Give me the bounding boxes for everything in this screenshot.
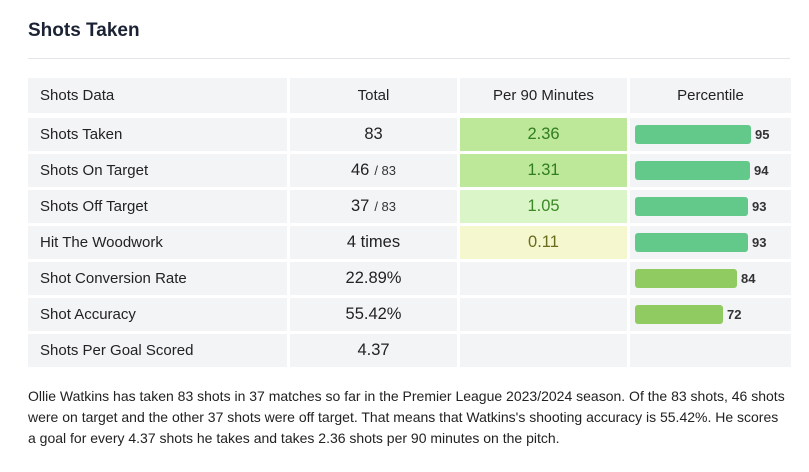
- percentile-value: 93: [752, 235, 767, 250]
- row-total: 83: [290, 118, 457, 151]
- row-total-value: 37: [350, 197, 370, 215]
- row-total-of: / 83: [374, 163, 397, 178]
- table-row: Shot Accuracy 55.42% 72: [28, 298, 791, 331]
- row-label: Shots On Target: [28, 154, 287, 187]
- row-percentile: 84: [630, 262, 791, 295]
- percentile-value: 94: [754, 163, 769, 178]
- row-total-value: 83: [364, 125, 383, 143]
- row-label: Shot Conversion Rate: [28, 262, 287, 295]
- row-total-value: 4 times: [346, 233, 401, 251]
- row-per-90: 2.36: [460, 118, 627, 151]
- table-header-row: Shots Data Total Per 90 Minutes Percenti…: [28, 78, 791, 113]
- row-label: Shots Per Goal Scored: [28, 334, 287, 367]
- table-row: Hit The Woodwork 4 times 0.11 93: [28, 226, 791, 259]
- percentile-value: 72: [727, 307, 742, 322]
- row-total-value: 4.37: [357, 341, 390, 359]
- row-total-of: / 83: [374, 199, 397, 214]
- row-per-90: [460, 262, 627, 295]
- header-per-90: Per 90 Minutes: [460, 78, 627, 113]
- percentile-value: 93: [752, 199, 767, 214]
- row-label: Shot Accuracy: [28, 298, 287, 331]
- percentile-value: 95: [755, 127, 770, 142]
- row-percentile: 95: [630, 118, 791, 151]
- percentile-bar: [635, 305, 723, 324]
- table-row: Shots Taken 83 2.36 95: [28, 118, 791, 151]
- header-total: Total: [290, 78, 457, 113]
- row-percentile: 93: [630, 226, 791, 259]
- table-row: Shots Per Goal Scored 4.37: [28, 334, 791, 367]
- row-total-value: 22.89%: [345, 269, 402, 287]
- description-paragraph: Ollie Watkins has taken 83 shots in 37 m…: [28, 388, 785, 446]
- table-row: Shot Conversion Rate 22.89% 84: [28, 262, 791, 295]
- row-per-90: 0.11: [460, 226, 627, 259]
- row-percentile: 93: [630, 190, 791, 223]
- table-row: Shots On Target 46 / 83 1.31 94: [28, 154, 791, 187]
- header-percentile: Percentile: [630, 78, 791, 113]
- header-shots-data: Shots Data: [28, 78, 287, 113]
- row-total: 4 times: [290, 226, 457, 259]
- title-divider: [28, 58, 790, 59]
- table-body: Shots Taken 83 2.36 95 Shots On Target 46 / 83…: [28, 118, 791, 367]
- row-label: Hit The Woodwork: [28, 226, 287, 259]
- row-per-90: [460, 334, 627, 367]
- percentile-bar: [635, 197, 748, 216]
- row-per-90: [460, 298, 627, 331]
- row-label: Shots Off Target: [28, 190, 287, 223]
- row-total: 22.89%: [290, 262, 457, 295]
- row-total: 37 / 83: [290, 190, 457, 223]
- row-label: Shots Taken: [28, 118, 287, 151]
- percentile-bar: [635, 125, 751, 144]
- percentile-bar: [635, 161, 750, 180]
- row-total-value: 46: [350, 161, 370, 179]
- row-percentile: [630, 334, 791, 367]
- percentile-value: 84: [741, 271, 756, 286]
- percentile-bar: [635, 233, 748, 252]
- row-percentile: 72: [630, 298, 791, 331]
- card-title: Shots Taken: [28, 20, 140, 41]
- table-row: Shots Off Target 37 / 83 1.05 93: [28, 190, 791, 223]
- row-percentile: 94: [630, 154, 791, 187]
- row-total: 4.37: [290, 334, 457, 367]
- row-total-value: 55.42%: [345, 305, 402, 323]
- row-per-90: 1.05: [460, 190, 627, 223]
- shots-table: Shots Data Total Per 90 Minutes Percenti…: [28, 78, 791, 370]
- row-total: 46 / 83: [290, 154, 457, 187]
- row-per-90: 1.31: [460, 154, 627, 187]
- row-total: 55.42%: [290, 298, 457, 331]
- percentile-bar: [635, 269, 737, 288]
